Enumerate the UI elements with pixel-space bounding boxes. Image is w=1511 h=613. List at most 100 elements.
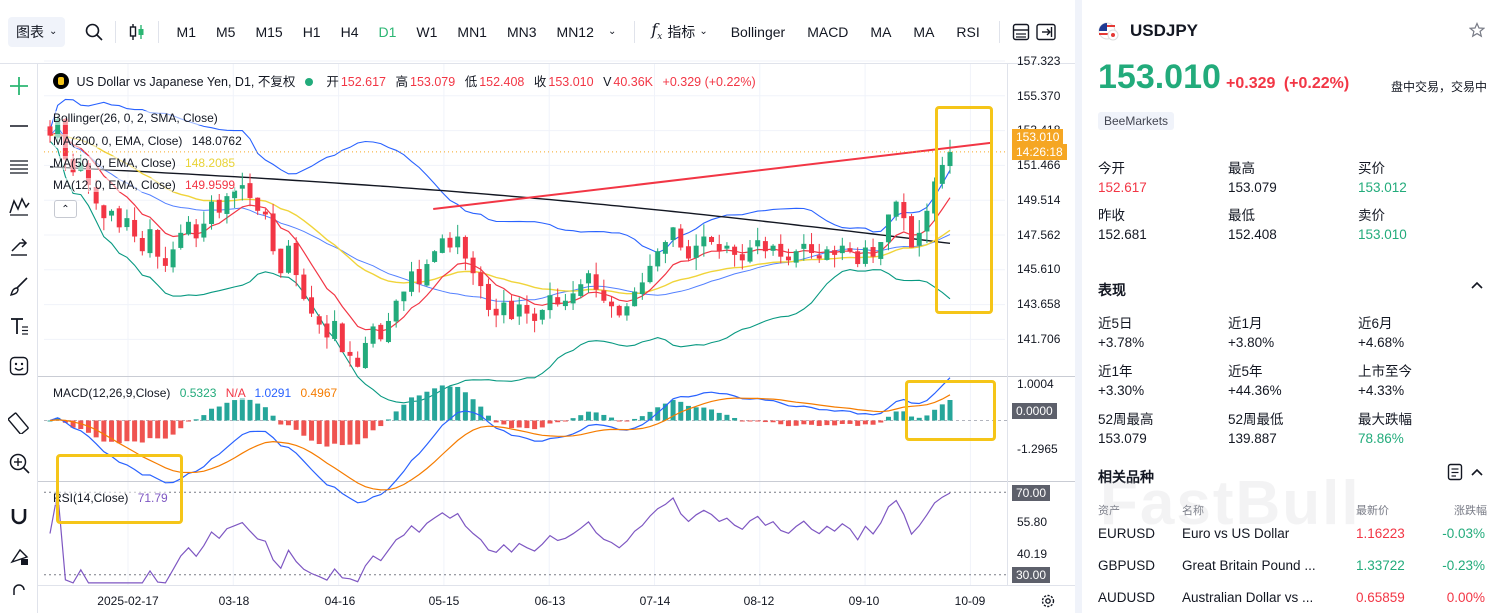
date-axis-label: 10-09 xyxy=(954,594,986,608)
zoom-in-icon[interactable] xyxy=(5,449,33,477)
collapse-legend-button[interactable]: ⌃ xyxy=(54,200,77,218)
quote-stat-value: 152.617 xyxy=(1098,180,1147,195)
performance-stat: 近5年 +44.36% xyxy=(1228,360,1282,398)
related-header-asset: 资产 xyxy=(1098,505,1120,517)
symbol-legend: US Dollar vs Japanese Yen, D1, 不复权 开 152.… xyxy=(53,71,762,90)
timeframe-button-m5[interactable]: M5 xyxy=(216,23,236,40)
projection-icon[interactable] xyxy=(5,232,33,260)
related-row-eurusd[interactable]: EURUSD Euro vs US Dollar 1.16223 -0.03% xyxy=(1098,526,1493,546)
macd-histogram-bar xyxy=(93,420,99,438)
candles-icon[interactable] xyxy=(124,18,150,46)
timeframe-button-d1[interactable]: D1 xyxy=(378,23,397,40)
macd-histogram-bar xyxy=(439,385,445,421)
indicator-button-ma[interactable]: MA xyxy=(913,23,935,40)
candle-body xyxy=(901,202,907,219)
star-icon[interactable] xyxy=(1468,22,1486,41)
price-axis-label: 145.610 xyxy=(1017,262,1061,276)
ma200-label[interactable]: MA(200, 0, EMA, Close) 148.0762 xyxy=(53,134,242,148)
chevron-up-icon[interactable] xyxy=(1469,464,1485,483)
macd-histogram-bar xyxy=(924,415,930,421)
macd-histogram-bar xyxy=(701,407,707,421)
ruler-icon[interactable] xyxy=(5,409,33,437)
candle-body xyxy=(262,211,268,215)
function-icon: fx xyxy=(651,20,663,43)
macd-histogram-bar xyxy=(78,420,84,430)
indicator-button-ma[interactable]: MA xyxy=(870,23,892,40)
timeframe-button-mn1[interactable]: MN1 xyxy=(457,23,487,40)
related-price: 0.65859 xyxy=(1356,590,1405,605)
legend-volume: 40.36K xyxy=(613,75,654,89)
timeframe-button-w1[interactable]: W1 xyxy=(416,23,438,40)
document-icon[interactable] xyxy=(1447,463,1463,484)
settings-gear-icon[interactable] xyxy=(1040,593,1056,612)
price-axis-label: 147.562 xyxy=(1017,228,1061,242)
macd-histogram-bar xyxy=(739,420,745,422)
search-icon[interactable] xyxy=(81,18,107,46)
date-axis-label: 06-13 xyxy=(534,594,566,608)
ma50-value: 148.2085 xyxy=(185,156,236,170)
candle-body xyxy=(432,251,438,262)
chart-type-select[interactable]: 图表 ⌄ xyxy=(8,16,66,47)
indicator-button-macd[interactable]: MACD xyxy=(807,23,849,40)
macd-histogram-bar xyxy=(601,414,607,421)
emoji-icon[interactable] xyxy=(5,352,33,380)
brush-icon[interactable] xyxy=(5,272,33,300)
broker-badge[interactable]: BeeMarkets xyxy=(1098,112,1175,130)
timeframe-button-mn12[interactable]: MN12 xyxy=(556,23,594,40)
timeframe-button-h1[interactable]: H1 xyxy=(302,23,321,40)
macd-label[interactable]: MACD(12,26,9,Close) 0.5323 N/A 1.0291 0.… xyxy=(53,386,338,400)
bollinger-label[interactable]: Bollinger(26, 0, 2, SMA, Close) xyxy=(53,111,218,125)
macd-histogram-bar xyxy=(678,401,684,421)
quote-stat-label: 最高 xyxy=(1228,161,1255,176)
candle-body xyxy=(332,320,338,339)
related-name: Great Britain Pound ... xyxy=(1182,558,1316,573)
indicator-button-bollinger[interactable]: Bollinger xyxy=(730,23,786,40)
indicators-button[interactable]: fx 指标 ⌄ xyxy=(645,18,713,46)
related-row-gbpusd[interactable]: GBPUSD Great Britain Pound ... 1.33722 -0.2… xyxy=(1098,558,1493,578)
toolbar-divider xyxy=(115,20,116,43)
timeframe-button-m1[interactable]: M1 xyxy=(176,23,196,40)
crosshair-icon[interactable] xyxy=(5,72,33,100)
timeframe-button-h4[interactable]: H4 xyxy=(340,23,359,40)
magnet-icon[interactable] xyxy=(5,502,33,530)
price-axis-label: 157.323 xyxy=(1017,54,1061,68)
macd-histogram-bar xyxy=(878,420,884,423)
performance-stat: 上市至今 +4.33% xyxy=(1358,360,1412,398)
macd-histogram-bar xyxy=(647,411,653,421)
candle-body xyxy=(647,265,653,283)
related-row-audusd[interactable]: AUDUSD Australian Dollar vs ... 0.65859 0.0… xyxy=(1098,590,1493,610)
candle-body xyxy=(493,308,499,316)
quote-change: +0.329 (+0.22%) xyxy=(1226,75,1349,93)
lock-drawings-icon[interactable] xyxy=(5,542,33,570)
exit-icon[interactable] xyxy=(1033,18,1059,46)
indicator-button-rsi[interactable]: RSI xyxy=(956,23,980,40)
performance-stat-value: 153.079 xyxy=(1098,431,1147,446)
macd-histogram-bar xyxy=(124,420,130,442)
rsi-label[interactable]: RSI(14,Close) 71.79 xyxy=(53,491,168,505)
horizontal-line-icon[interactable] xyxy=(5,112,33,140)
ma12-label[interactable]: MA(12, 0, EMA, Close) 149.9599 xyxy=(53,178,236,192)
chevron-down-icon[interactable]: ⌄ xyxy=(607,26,617,37)
timeframe-button-m15[interactable]: M15 xyxy=(255,23,283,40)
text-tool-icon[interactable] xyxy=(5,312,33,340)
ma50-label[interactable]: MA(50, 0, EMA, Close) 148.2085 xyxy=(53,156,236,170)
date-axis-label: 08-12 xyxy=(743,594,775,608)
macd-histogram-bar xyxy=(839,420,845,424)
timeframe-button-mn3[interactable]: MN3 xyxy=(506,23,537,40)
candle-body xyxy=(409,271,415,292)
macd-histogram-bar xyxy=(455,386,461,421)
candle-body xyxy=(755,240,761,247)
lock-icon[interactable] xyxy=(5,578,33,606)
chart-canvas[interactable] xyxy=(0,0,1075,613)
quote-stat-label: 昨收 xyxy=(1098,208,1125,223)
macd-histogram-bar xyxy=(147,420,153,439)
layout-icon[interactable] xyxy=(1008,18,1034,46)
pattern-icon[interactable] xyxy=(5,192,33,220)
rsi-name: RSI(14,Close) xyxy=(53,491,129,505)
channel-icon[interactable] xyxy=(5,152,33,180)
candle-body xyxy=(847,248,853,252)
candle-body xyxy=(662,242,668,254)
chevron-up-icon[interactable] xyxy=(1469,277,1485,296)
macd-axis-label: -1.2965 xyxy=(1017,442,1058,456)
macd-histogram-bar xyxy=(285,420,291,426)
